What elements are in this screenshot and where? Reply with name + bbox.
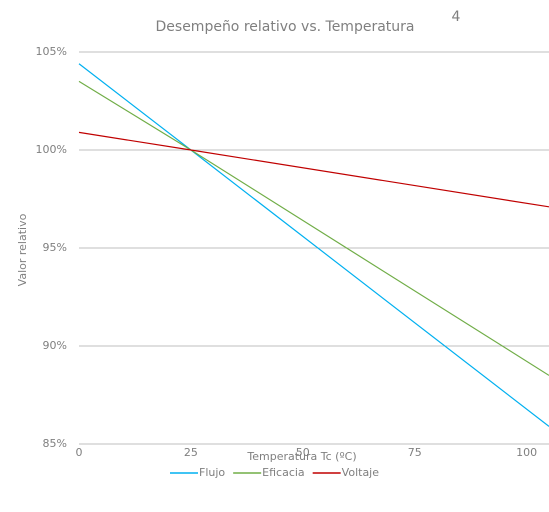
y-axis-label: Valor relativo: [16, 213, 29, 286]
chart-title: Desempeño relativo vs. Temperatura: [156, 19, 415, 35]
annotation: 4: [452, 9, 461, 25]
y-tick-label: 105%: [36, 45, 67, 58]
x-tick-label: 100: [516, 446, 537, 459]
legend-label: Voltaje: [342, 466, 380, 479]
background: [0, 0, 549, 512]
x-tick-label: 75: [408, 446, 422, 459]
x-tick-label: 25: [184, 446, 198, 459]
x-tick-label: 0: [76, 446, 83, 459]
chart: Desempeño relativo vs. Temperatura 4 Tem…: [0, 0, 549, 512]
legend-label: Eficacia: [262, 466, 305, 479]
y-tick-label: 90%: [43, 339, 67, 352]
y-tick-label: 85%: [43, 437, 67, 450]
legend-label: Flujo: [199, 466, 225, 479]
y-tick-label: 95%: [43, 241, 67, 254]
x-tick-label: 50: [296, 446, 310, 459]
y-tick-label: 100%: [36, 143, 67, 156]
